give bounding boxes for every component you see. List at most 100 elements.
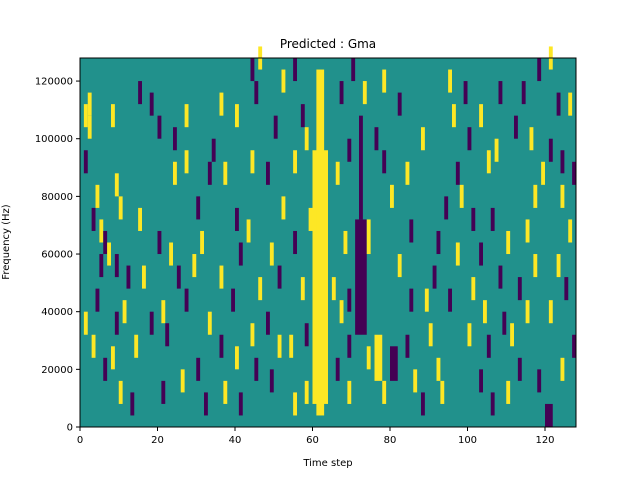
heatmap-cell xyxy=(432,265,437,289)
heatmap-cell xyxy=(293,392,297,416)
heatmap-cell xyxy=(254,357,259,381)
heatmap-cell xyxy=(374,127,379,151)
heatmap-cell xyxy=(254,81,259,105)
heatmap-cell xyxy=(173,127,177,151)
heatmap-cell xyxy=(335,161,340,185)
heatmap-cell xyxy=(347,334,352,358)
heatmap-cell xyxy=(111,346,115,370)
heatmap-cell xyxy=(459,184,464,208)
heatmap-cell xyxy=(331,277,336,301)
heatmap-cell xyxy=(483,300,487,324)
y-tick-label: 80000 xyxy=(41,192,73,203)
heatmap-cell xyxy=(235,207,239,231)
heatmap-cell xyxy=(541,161,545,185)
heatmap-cell xyxy=(204,392,208,416)
heatmap-region xyxy=(355,219,367,335)
heatmap-cell xyxy=(455,161,460,185)
heatmap-cell xyxy=(362,81,367,105)
heatmap-cell xyxy=(533,254,538,278)
heatmap-cell xyxy=(235,104,239,128)
heatmap-cell xyxy=(448,69,452,93)
heatmap-cell xyxy=(87,92,92,116)
heatmap-cell xyxy=(118,380,123,404)
heatmap-cell xyxy=(533,184,538,208)
heatmap-cell xyxy=(521,81,526,105)
y-tick-label: 120000 xyxy=(35,77,73,88)
heatmap-cell xyxy=(95,288,100,312)
heatmap-cell xyxy=(281,69,286,93)
heatmap-cell xyxy=(184,150,189,174)
heatmap-cell xyxy=(269,369,274,393)
heatmap-cell xyxy=(347,380,352,404)
heatmap-cell xyxy=(149,311,154,335)
heatmap-cell xyxy=(235,346,239,370)
heatmap-region xyxy=(316,69,325,416)
heatmap-cell xyxy=(506,230,511,255)
plot-area xyxy=(80,46,576,427)
heatmap-cell xyxy=(479,104,483,128)
heatmap-cell xyxy=(347,138,352,162)
heatmap-cell xyxy=(207,161,212,185)
heatmap-cell xyxy=(510,323,514,347)
heatmap-cell xyxy=(161,380,166,404)
heatmap-cell xyxy=(556,254,561,278)
heatmap-cell xyxy=(122,300,127,324)
heatmap-cell xyxy=(428,323,433,347)
heatmap-cell xyxy=(173,161,177,185)
heatmap-cell xyxy=(266,311,270,335)
heatmap-cell xyxy=(281,196,286,220)
heatmap-cell xyxy=(103,357,108,381)
heatmap-cell xyxy=(537,369,542,393)
heatmap-cell xyxy=(142,265,146,289)
heatmap-cell xyxy=(436,357,441,381)
heatmap-cell xyxy=(479,242,483,266)
heatmap-cell xyxy=(83,311,88,335)
heatmap-cell xyxy=(548,300,553,324)
heatmap-cell xyxy=(91,334,96,358)
heatmap-cell xyxy=(99,219,104,243)
y-tick-label: 100000 xyxy=(35,134,73,145)
heatmap-cell xyxy=(490,207,495,231)
heatmap-cell xyxy=(471,277,476,301)
heatmap-cell xyxy=(455,242,460,266)
heatmap-cell xyxy=(568,219,573,243)
heatmap-region xyxy=(374,334,383,381)
heatmap-cell xyxy=(339,81,344,105)
heatmap-cell xyxy=(250,150,255,174)
heatmap-cell xyxy=(479,369,483,393)
heatmap-cell xyxy=(304,380,309,404)
heatmap-cell xyxy=(560,357,565,381)
heatmap-cell xyxy=(339,300,344,324)
heatmap-cell xyxy=(138,81,142,105)
heatmap-cell xyxy=(424,288,429,312)
heatmap-cell xyxy=(196,196,201,220)
heatmap-cell xyxy=(87,115,92,139)
heatmap-cell xyxy=(448,288,452,312)
heatmap-cell xyxy=(258,277,263,301)
heatmap-cell xyxy=(467,127,472,151)
heatmap-cell xyxy=(564,277,569,301)
heatmap-cell xyxy=(498,265,503,289)
y-tick-label: 60000 xyxy=(41,250,73,261)
heatmap-cell xyxy=(444,196,449,220)
heatmap-cell xyxy=(293,230,297,255)
heatmap-cell xyxy=(525,300,530,324)
heatmap-region xyxy=(572,161,576,185)
heatmap-cell xyxy=(463,81,468,105)
x-tick-label: 100 xyxy=(458,435,477,446)
heatmap-cell xyxy=(405,161,410,185)
heatmap-cell xyxy=(568,92,573,116)
heatmap-cell xyxy=(494,138,499,162)
heatmap-cell xyxy=(347,288,352,312)
heatmap-cell xyxy=(335,357,340,381)
heatmap-cell xyxy=(382,150,387,174)
heatmap-cell xyxy=(219,265,224,289)
x-axis-title: Time step xyxy=(302,458,352,469)
heatmap-cell xyxy=(308,207,313,231)
heatmap-cell xyxy=(114,311,119,335)
heatmap-cell xyxy=(421,392,425,416)
heatmap-cell xyxy=(192,254,197,278)
heatmap-region xyxy=(390,346,398,381)
heatmap-cell xyxy=(405,334,410,358)
